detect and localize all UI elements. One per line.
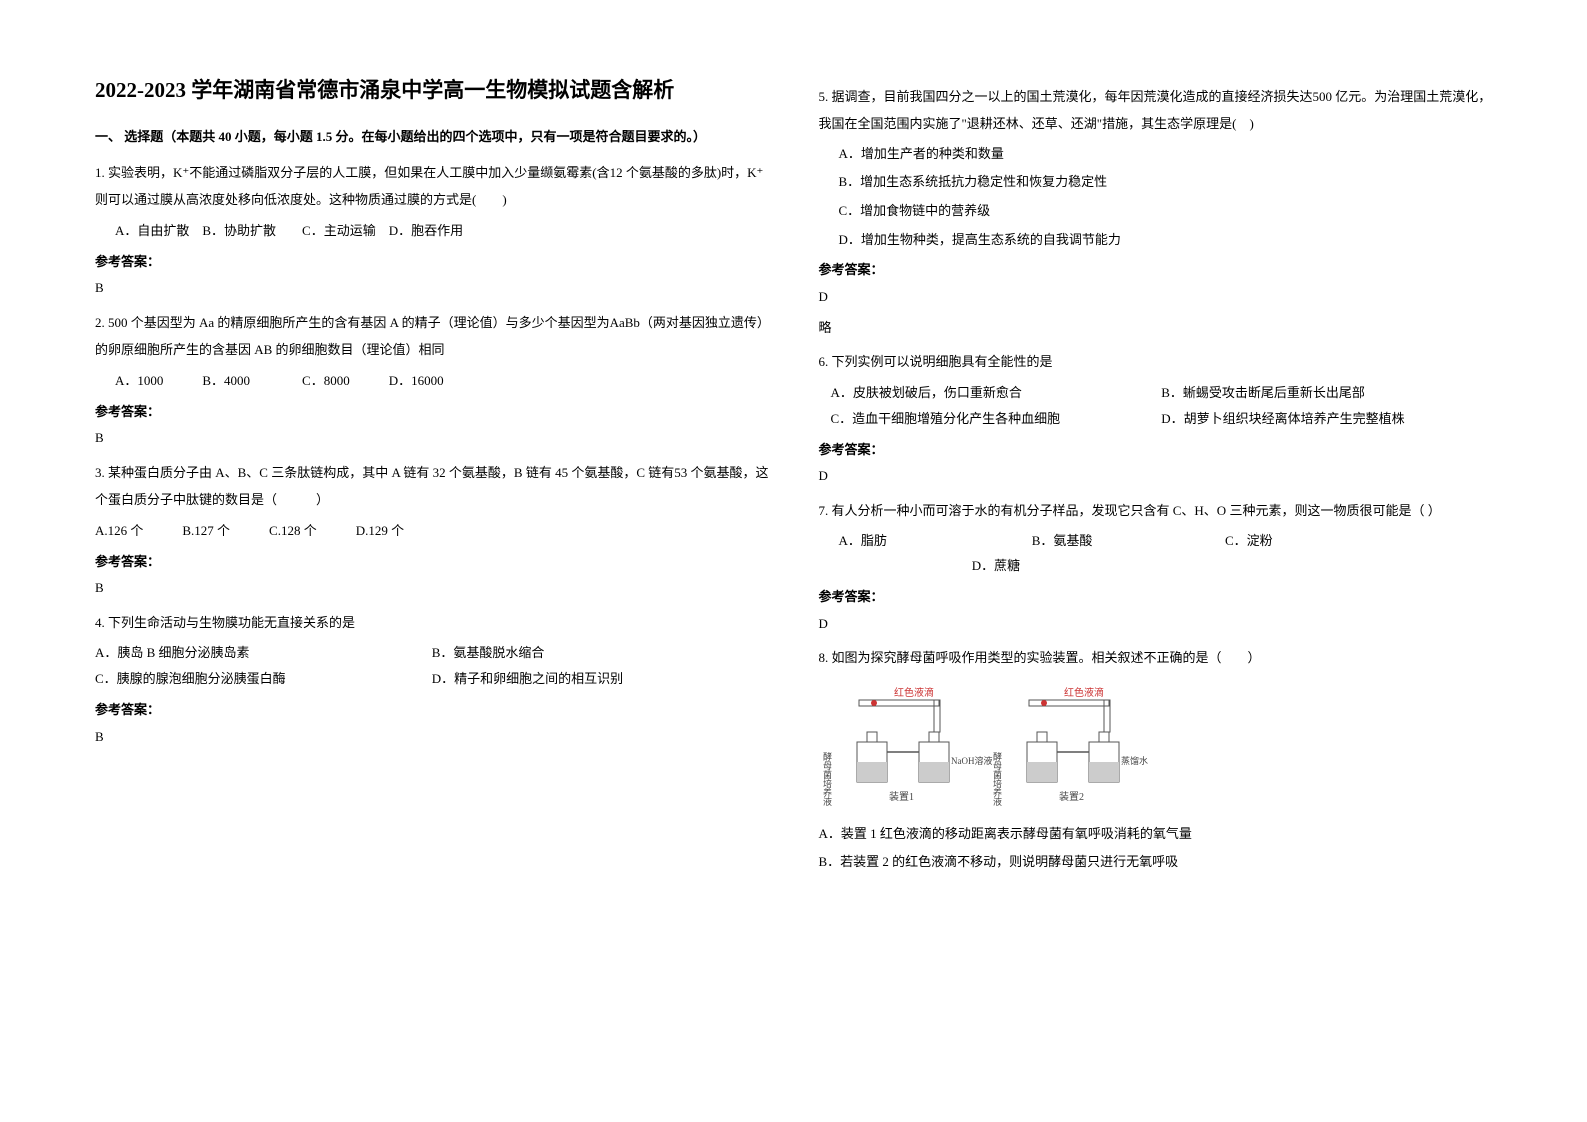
question-3: 3. 某种蛋白质分子由 A、B、C 三条肽链构成，其中 A 链有 32 个氨基酸… xyxy=(95,459,769,601)
device1-label: 装置1 xyxy=(889,790,914,803)
q3-answer-label: 参考答案： xyxy=(95,550,769,575)
q5-opt-d: D．增加生物种类，提高生态系统的自我调节能力 xyxy=(819,228,1493,253)
question-4: 4. 下列生命活动与生物膜功能无直接关系的是 A．胰岛 B 细胞分泌胰岛素 B．… xyxy=(95,609,769,750)
water-label: 蒸馏水 xyxy=(1121,755,1148,766)
q6-text: 6. 下列实例可以说明细胞具有全能性的是 xyxy=(819,348,1493,375)
q4-options: A．胰岛 B 细胞分泌胰岛素 B．氨基酸脱水缩合 C．胰腺的腺泡细胞分泌胰蛋白酶… xyxy=(95,640,769,692)
q8-opt-a: A．装置 1 红色液滴的移动距离表示酵母菌有氧呼吸消耗的氧气量 xyxy=(819,822,1493,847)
right-column: 5. 据调查，目前我国四分之一以上的国土荒漠化，每年因荒漠化造成的直接经济损失达… xyxy=(819,75,1493,1047)
q4-answer-label: 参考答案： xyxy=(95,698,769,723)
q6-opt-c: C．造血干细胞增殖分化产生各种血细胞 xyxy=(831,406,1162,432)
q4-answer: B xyxy=(95,725,769,750)
q6-answer: D xyxy=(819,464,1493,489)
q8-diagram-svg: 红色液滴 酵母菌培养液 N xyxy=(819,682,1149,812)
question-5: 5. 据调查，目前我国四分之一以上的国土荒漠化，每年因荒漠化造成的直接经济损失达… xyxy=(819,83,1493,340)
q7-opt-c: C．淀粉 xyxy=(1225,528,1273,554)
q7-opt-d: D．蔗糖 xyxy=(972,558,1020,573)
q5-opt-a: A．增加生产者的种类和数量 xyxy=(819,142,1493,167)
q6-opt-b: B．蜥蜴受攻击断尾后重新长出尾部 xyxy=(1161,380,1492,406)
q2-answer: B xyxy=(95,426,769,451)
question-1: 1. 实验表明，K⁺不能通过磷脂双分子层的人工膜，但如果在人工膜中加入少量缬氨霉… xyxy=(95,159,769,301)
q1-answer-label: 参考答案： xyxy=(95,250,769,275)
q2-text: 2. 500 个基因型为 Aa 的精原细胞所产生的含有基因 A 的精子（理论值）… xyxy=(95,309,769,364)
q7-answer: D xyxy=(819,612,1493,637)
q2-answer-label: 参考答案： xyxy=(95,400,769,425)
section-header: 一、 选择题（本题共 40 小题，每小题 1.5 分。在每小题给出的四个选项中，… xyxy=(95,125,769,150)
drop-label-2: 红色液滴 xyxy=(1064,686,1104,699)
q3-answer: B xyxy=(95,576,769,601)
q8-opt-b: B．若装置 2 的红色液滴不移动，则说明酵母菌只进行无氧呼吸 xyxy=(819,850,1493,875)
q5-answer-label: 参考答案： xyxy=(819,258,1493,283)
q3-options: A.126 个 B.127 个 C.128 个 D.129 个 xyxy=(95,518,769,544)
q4-text: 4. 下列生命活动与生物膜功能无直接关系的是 xyxy=(95,609,769,636)
q6-options: A．皮肤被划破后，伤口重新愈合 B．蜥蜴受攻击断尾后重新长出尾部 C．造血干细胞… xyxy=(819,380,1493,432)
q7-options: A．脂肪 B．氨基酸 C．淀粉 xyxy=(819,528,1493,554)
q5-opt-c: C．增加食物链中的营养级 xyxy=(819,199,1493,224)
question-7: 7. 有人分析一种小而可溶于水的有机分子样品，发现它只含有 C、H、O 三种元素… xyxy=(819,497,1493,636)
question-8: 8. 如图为探究酵母菌呼吸作用类型的实验装置。相关叙述不正确的是（ ） 红色液滴 xyxy=(819,644,1493,875)
q5-note: 略 xyxy=(819,316,1493,341)
q1-text: 1. 实验表明，K⁺不能通过磷脂双分子层的人工膜，但如果在人工膜中加入少量缬氨霉… xyxy=(95,159,769,214)
q4-opt-c: C．胰腺的腺泡细胞分泌胰蛋白酶 xyxy=(95,666,432,692)
q7-opt-b: B．氨基酸 xyxy=(1032,528,1222,554)
q7-text: 7. 有人分析一种小而可溶于水的有机分子样品，发现它只含有 C、H、O 三种元素… xyxy=(819,497,1493,524)
q5-answer: D xyxy=(819,285,1493,310)
device-2: 红色液滴 酵母菌培养液 蒸馏水 装置2 xyxy=(992,686,1148,807)
device2-label: 装置2 xyxy=(1059,790,1084,803)
q6-opt-d: D．胡萝卜组织块经离体培养产生完整植株 xyxy=(1161,406,1492,432)
q1-options: A．自由扩散 B．协助扩散 C．主动运输 D．胞吞作用 xyxy=(95,218,769,244)
naoh-label: NaOH溶液 xyxy=(951,755,993,766)
q4-opt-b: B．氨基酸脱水缩合 xyxy=(432,640,769,666)
yeast-label-2: 酵母菌培养液 xyxy=(992,752,1002,807)
q7-opt-a: A．脂肪 xyxy=(839,528,1029,554)
q6-opt-a: A．皮肤被划破后，伤口重新愈合 xyxy=(831,380,1162,406)
yeast-label-1: 酵母菌培养液 xyxy=(822,752,832,807)
q6-answer-label: 参考答案： xyxy=(819,438,1493,463)
q8-text: 8. 如图为探究酵母菌呼吸作用类型的实验装置。相关叙述不正确的是（ ） xyxy=(819,644,1493,671)
question-6: 6. 下列实例可以说明细胞具有全能性的是 A．皮肤被划破后，伤口重新愈合 B．蜥… xyxy=(819,348,1493,489)
q7-answer-label: 参考答案： xyxy=(819,585,1493,610)
q3-text: 3. 某种蛋白质分子由 A、B、C 三条肽链构成，其中 A 链有 32 个氨基酸… xyxy=(95,459,769,514)
q5-text: 5. 据调查，目前我国四分之一以上的国土荒漠化，每年因荒漠化造成的直接经济损失达… xyxy=(819,83,1493,138)
device-1: 红色液滴 酵母菌培养液 N xyxy=(822,686,993,807)
q1-answer: B xyxy=(95,276,769,301)
q7-opt-cd-line: D．蔗糖 xyxy=(819,554,1493,579)
q2-options: A．1000 B．4000 C．8000 D．16000 xyxy=(95,368,769,394)
question-2: 2. 500 个基因型为 Aa 的精原细胞所产生的含有基因 A 的精子（理论值）… xyxy=(95,309,769,451)
drop-label-1: 红色液滴 xyxy=(894,686,934,699)
q4-opt-a: A．胰岛 B 细胞分泌胰岛素 xyxy=(95,640,432,666)
q4-opt-d: D．精子和卵细胞之间的相互识别 xyxy=(432,666,769,692)
page-title: 2022-2023 学年湖南省常德市涌泉中学高一生物模拟试题含解析 xyxy=(95,75,769,107)
q5-opt-b: B．增加生态系统抵抗力稳定性和恢复力稳定性 xyxy=(819,170,1493,195)
q8-diagram: 红色液滴 酵母菌培养液 N xyxy=(819,682,1493,812)
left-column: 2022-2023 学年湖南省常德市涌泉中学高一生物模拟试题含解析 一、 选择题… xyxy=(95,75,769,1047)
